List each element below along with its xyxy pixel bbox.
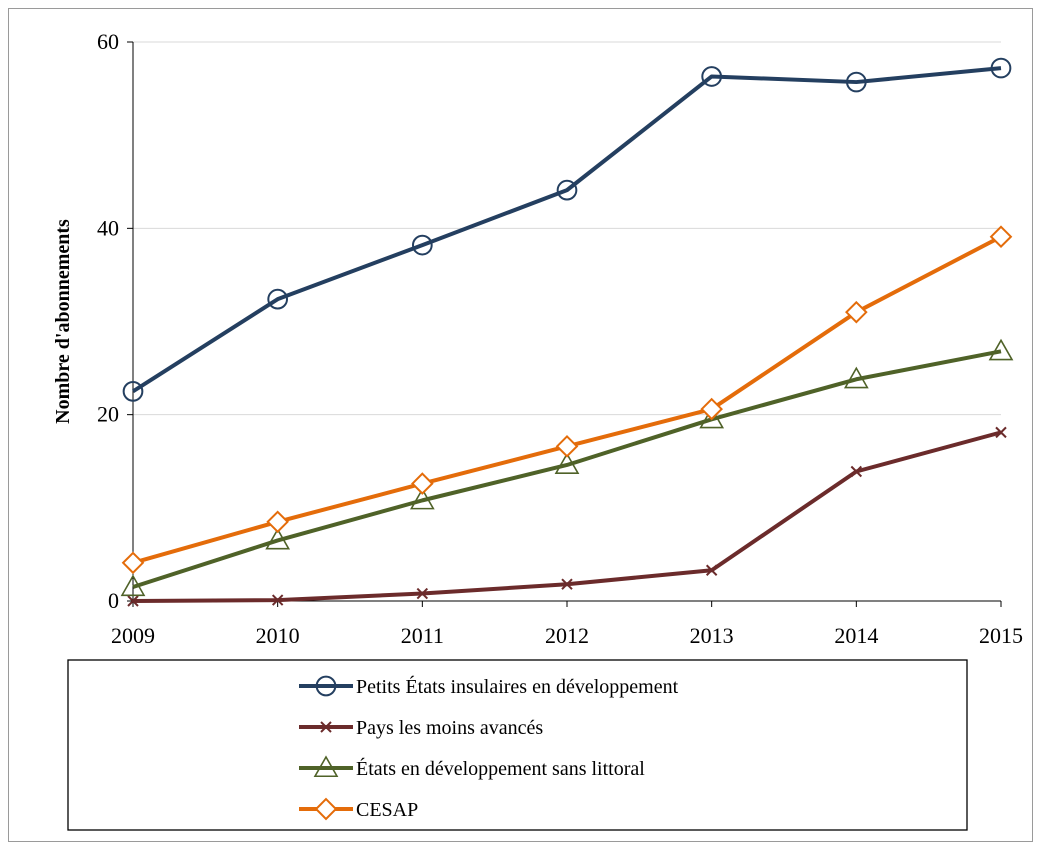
series-0 [122, 57, 1012, 402]
x-tick-label: 2015 [979, 623, 1023, 648]
series-3 [121, 225, 1013, 575]
x-tick-label: 2012 [545, 623, 589, 648]
data-point [556, 179, 578, 201]
legend-item: Petits États insulaires en développement [299, 675, 679, 698]
series-lines [120, 57, 1014, 607]
data-point [416, 587, 429, 600]
legend-label: Pays les moins avancés [356, 717, 543, 739]
legend-box [67, 659, 968, 831]
data-point [700, 397, 723, 421]
data-point [554, 452, 580, 475]
legend-marker [314, 797, 338, 821]
data-point [267, 288, 289, 310]
data-point [990, 57, 1012, 79]
y-tick-label: 40 [97, 215, 119, 240]
series-line [132, 349, 1002, 589]
x-tick-label: 2013 [690, 623, 734, 648]
data-point [121, 551, 145, 575]
legend-item: États en développement sans littoral [299, 755, 645, 780]
data-point [701, 66, 723, 87]
legend-marker [315, 675, 337, 697]
series-2 [120, 338, 1014, 597]
legend-label: États en développement sans littoral [356, 757, 645, 780]
data-point [120, 574, 146, 597]
legend-item: CESAP [299, 797, 418, 821]
legend-item: Pays les moins avancés [299, 717, 543, 739]
data-point [561, 578, 573, 590]
data-point [843, 366, 869, 389]
legend-marker [313, 755, 339, 778]
x-tick-label: 2009 [111, 623, 155, 648]
legend-marker [320, 721, 332, 733]
legend-label: CESAP [356, 799, 418, 821]
axes [132, 42, 1001, 602]
x-tick-label: 2011 [401, 623, 444, 648]
data-point [411, 234, 433, 256]
y-axis-title: Nombre d'abonnements [52, 219, 74, 424]
x-tick-labels: 2009 2010 2011 2012 2013 2014 2015 [111, 601, 1023, 648]
y-tick-label: 60 [97, 29, 119, 54]
gridlines [127, 41, 1001, 602]
data-point [699, 406, 725, 429]
data-point [122, 381, 144, 402]
legend: Petits États insulaires en développement… [67, 659, 968, 831]
data-point [271, 594, 284, 606]
data-point [988, 338, 1014, 361]
series-1 [127, 426, 1007, 607]
data-point [411, 472, 434, 495]
data-point [266, 510, 289, 534]
series-line [131, 66, 1002, 394]
data-point [995, 426, 1007, 439]
series-line [132, 430, 1002, 603]
data-point [989, 225, 1013, 249]
x-tick-label: 2014 [834, 623, 878, 648]
y-tick-label: 20 [97, 402, 119, 427]
y-tick-label: 0 [108, 588, 119, 613]
data-point [845, 71, 867, 93]
y-tick-labels: 0 20 40 60 [97, 29, 119, 613]
data-point [409, 487, 435, 510]
data-point [850, 465, 863, 478]
data-point [127, 595, 139, 607]
data-point [845, 300, 868, 324]
data-point [555, 435, 579, 458]
data-point [705, 564, 718, 576]
legend-label: Petits États insulaires en développement [356, 675, 679, 698]
legend-items: Petits États insulaires en développement… [299, 675, 679, 821]
data-point [265, 527, 291, 550]
series-line [132, 234, 1002, 565]
x-tick-label: 2010 [256, 623, 300, 648]
